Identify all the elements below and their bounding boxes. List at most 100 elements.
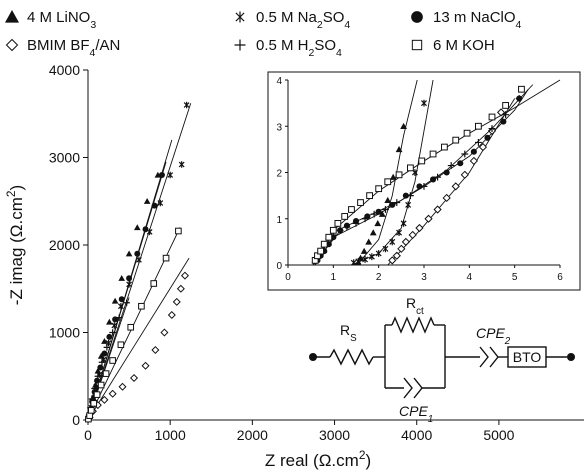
data-point <box>375 185 383 193</box>
data-point <box>447 162 455 169</box>
data-point <box>416 183 423 190</box>
data-point <box>397 244 406 253</box>
inset-series-bmim-bf-an <box>387 98 516 265</box>
data-point <box>518 85 525 93</box>
data-point <box>475 139 482 146</box>
inset-x-tick-label: 0 <box>285 272 291 283</box>
data-point <box>500 118 507 125</box>
data-point <box>134 224 141 231</box>
data-point <box>334 219 342 227</box>
data-point <box>160 328 169 337</box>
data-point <box>357 199 364 206</box>
data-point <box>374 219 382 227</box>
x-tick-label: 3000 <box>319 427 350 443</box>
data-point <box>388 256 397 265</box>
legend-label: BMIM BF4/AN <box>27 37 120 59</box>
data-point <box>97 352 105 359</box>
data-point <box>421 99 427 107</box>
data-point <box>151 202 158 209</box>
legend-marker-square <box>411 39 423 51</box>
data-point <box>429 150 437 158</box>
data-point <box>370 210 378 218</box>
resistor-rs <box>329 348 374 366</box>
data-point <box>162 254 170 262</box>
data-point <box>515 95 523 102</box>
data-point <box>470 148 477 155</box>
x-tick-label: 4000 <box>401 427 432 443</box>
data-point <box>101 337 108 344</box>
inset-y-tick-label: 1 <box>276 215 282 226</box>
inset-y-tick-label: 2 <box>276 169 282 180</box>
data-point <box>350 259 357 265</box>
data-point <box>167 310 176 320</box>
data-point <box>341 213 349 220</box>
data-point <box>176 284 185 293</box>
data-point <box>392 251 401 260</box>
cpe2-element <box>479 346 499 368</box>
data-point <box>175 227 182 235</box>
legend-marker-diamond <box>5 38 19 52</box>
inset-y-tick-label: 4 <box>276 76 282 87</box>
data-point <box>457 160 464 167</box>
data-point <box>87 407 95 414</box>
fit-line <box>351 79 434 265</box>
data-point <box>172 297 181 306</box>
inset-series-0-5-m-na-so <box>350 79 434 265</box>
data-point <box>365 238 373 245</box>
data-point <box>362 256 369 263</box>
data-point <box>475 122 482 130</box>
data-point <box>118 274 125 281</box>
inset-x-tick-label: 2 <box>376 272 382 283</box>
data-point <box>127 323 135 331</box>
legend-marker-circle <box>411 11 423 23</box>
data-point <box>407 164 414 172</box>
legend-item-0-5-m-h-so: 0.5 M H2SO4 <box>234 37 342 59</box>
data-point <box>111 297 119 304</box>
data-point <box>109 329 116 336</box>
resistor-rct <box>391 316 435 334</box>
data-point <box>415 223 424 233</box>
data-point <box>369 229 377 236</box>
inset-y-tick-label: 3 <box>276 122 282 133</box>
data-point <box>101 350 108 357</box>
data-point <box>408 230 417 240</box>
main-plot: 0 1000 2000 3000 4000 0 1000 2000 3000 4000 5000 Z … <box>4 62 584 470</box>
data-point <box>103 344 111 351</box>
inset-x-tick-label: 5 <box>512 272 518 283</box>
y-tick-label: 4000 <box>49 62 80 78</box>
data-point <box>348 206 355 213</box>
data-point <box>143 197 151 204</box>
data-point <box>178 161 185 168</box>
legend-label: 13 m NaClO4 <box>433 9 522 31</box>
data-point <box>91 385 98 392</box>
legend-marker-star <box>235 11 245 23</box>
x-tick-label: 5000 <box>483 427 514 443</box>
data-point <box>420 182 428 190</box>
data-point <box>424 214 433 223</box>
rct-label: Rct <box>406 295 424 317</box>
data-point <box>167 171 174 179</box>
legend-item-13-m-naclo: 13 m NaClO4 <box>411 9 522 31</box>
fit-line <box>356 79 418 265</box>
legend-marker-plus <box>234 39 246 51</box>
inset-x-tick-label: 4 <box>467 272 473 283</box>
data-point <box>360 247 368 254</box>
data-point <box>138 302 145 310</box>
data-point <box>393 199 401 206</box>
y-tick-label: 2000 <box>49 237 80 253</box>
inset-plot: 0 1 2 3 4 0 1 2 3 4 5 6 <box>267 71 581 291</box>
rs-label: RS <box>340 322 357 344</box>
legend-label: 0.5 M Na2SO4 <box>256 9 350 31</box>
inset-x-tick-label: 3 <box>421 272 427 283</box>
data-point <box>469 156 478 166</box>
data-point <box>317 247 325 255</box>
y-tick-label: 3000 <box>49 150 80 166</box>
data-point <box>502 102 509 109</box>
y-tick-label: 0 <box>72 412 80 428</box>
data-point <box>396 229 403 237</box>
data-point <box>141 361 150 370</box>
terminal-right <box>567 353 575 361</box>
data-point <box>361 215 369 223</box>
data-point <box>463 129 471 137</box>
